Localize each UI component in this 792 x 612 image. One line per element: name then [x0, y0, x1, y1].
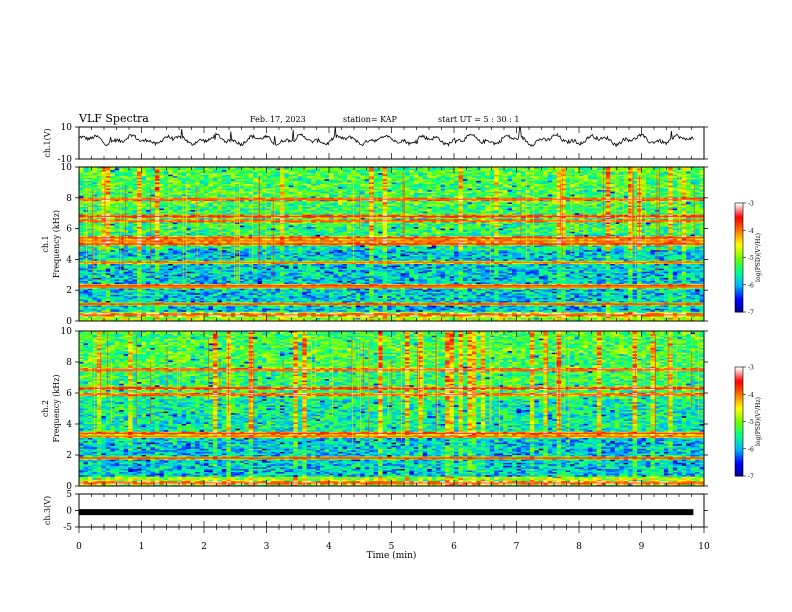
colorbar: [735, 203, 743, 313]
y-tick-label: 10: [61, 327, 73, 337]
y-axis-label: Frequency (kHz): [52, 374, 61, 442]
y-tick-label: 4: [66, 420, 72, 430]
x-tick-label: 8: [576, 542, 582, 552]
ch1-waveform-trace: [79, 127, 693, 146]
x-tick-label: 0: [76, 542, 82, 552]
y-tick-label: 10: [61, 163, 73, 173]
y-tick-label: 5: [66, 490, 72, 500]
y-axis-label: Frequency (kHz): [52, 210, 61, 278]
y-tick-label: 0: [66, 317, 72, 327]
colorbar-tick-label: -4: [748, 392, 754, 399]
channel-label: ch.1: [41, 235, 50, 252]
y-tick-label: 2: [66, 451, 72, 461]
x-tick-label: 10: [698, 542, 710, 552]
y-tick-label: 8: [66, 358, 72, 368]
colorbar-tick-label: -7: [748, 474, 754, 481]
y-tick-label: 0: [66, 507, 72, 517]
channel-label: ch.2: [41, 400, 50, 417]
y-tick-label: 6: [66, 225, 72, 235]
colorbar-tick-label: -3: [748, 365, 754, 372]
ch2-spectrogram: [79, 331, 704, 486]
colorbar-label: log(PSD)(V²/Hz): [755, 397, 762, 446]
y-tick-label: 4: [66, 255, 72, 265]
colorbar-tick-label: -5: [748, 255, 754, 262]
colorbar-tick-label: -5: [748, 419, 754, 426]
y-axis-label: ch.1(V): [43, 128, 52, 157]
x-tick-label: 7: [514, 542, 520, 552]
x-tick-label: 1: [139, 542, 145, 552]
x-tick-label: 3: [264, 542, 270, 552]
y-tick-label: 10: [61, 123, 73, 133]
vlf-figure: 10-10ch.1(V)0246810ch.1 Frequency (kHz)-3…: [0, 0, 792, 612]
ch3-waveform-trace: [79, 509, 693, 515]
colorbar-tick-label: -7: [748, 310, 754, 317]
y-tick-label: -5: [63, 523, 72, 533]
y-tick-label: 2: [66, 286, 72, 296]
y-tick-label: 6: [66, 389, 72, 399]
x-tick-label: 6: [451, 542, 457, 552]
x-tick-label: 2: [201, 542, 207, 552]
x-tick-label: 4: [326, 542, 332, 552]
colorbar-tick-label: -6: [748, 282, 754, 289]
y-axis-label: ch.3(V): [43, 496, 52, 525]
colorbar-tick-label: -4: [748, 228, 754, 235]
colorbar-tick-label: -3: [748, 201, 754, 208]
y-tick-label: 8: [66, 194, 72, 204]
colorbar: [735, 367, 743, 477]
x-tick-label: 9: [639, 542, 645, 552]
colorbar-tick-label: -6: [748, 446, 754, 453]
ch1-spectrogram: [79, 167, 704, 321]
x-axis-label: Time (min): [367, 550, 417, 561]
colorbar-label: log(PSD)(V²/Hz): [755, 233, 762, 282]
